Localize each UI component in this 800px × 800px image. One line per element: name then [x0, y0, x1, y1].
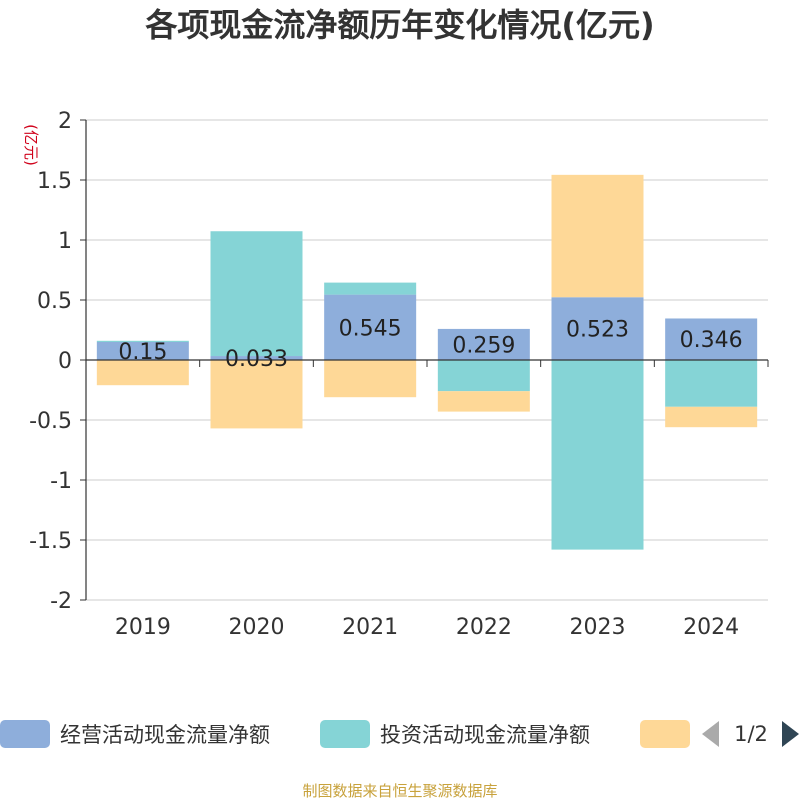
bar-series-2-2023[interactable]: [551, 360, 644, 550]
data-label: 0.523: [566, 318, 629, 343]
bar-series-3-2024[interactable]: [665, 406, 758, 428]
bar-series-2-2021[interactable]: [324, 282, 417, 295]
legend-swatch-1[interactable]: [0, 720, 50, 748]
bar-series-2-2019[interactable]: [96, 340, 189, 342]
y-axis-unit: (亿元): [22, 124, 40, 166]
y-tick-label: 0: [58, 349, 72, 374]
bar-series-3-2023[interactable]: [551, 174, 644, 298]
source-footer: 制图数据来自恒生聚源数据库: [302, 782, 497, 800]
chart-title: 各项现金流净额历年变化情况(亿元): [145, 6, 654, 44]
data-label: 0.15: [118, 340, 167, 365]
x-tick-label: 2023: [570, 615, 626, 640]
bar-series-2-2022[interactable]: [437, 360, 530, 392]
bar-series-3-2022[interactable]: [437, 391, 530, 412]
x-tick-label: 2021: [342, 615, 398, 640]
legend-label-2[interactable]: 投资活动现金流量净额: [380, 723, 590, 747]
legend-prev-page-icon[interactable]: [702, 721, 719, 747]
data-label: 0.346: [680, 328, 743, 353]
y-tick-label: 2: [58, 109, 72, 134]
x-tick-label: 2019: [115, 615, 171, 640]
y-tick-label: 1.5: [37, 169, 72, 194]
legend: 经营活动现金流量净额 投资活动现金流量净额 1/2: [0, 720, 799, 748]
data-label: 0.545: [339, 316, 402, 341]
y-tick-label: -1: [50, 469, 72, 494]
legend-page-indicator: 1/2: [734, 722, 768, 746]
bar-series-1-2023[interactable]: [551, 297, 644, 360]
legend-label-1[interactable]: 经营活动现金流量净额: [60, 723, 270, 747]
y-tick-label: 0.5: [37, 289, 72, 314]
bar-series-1-2024[interactable]: [665, 318, 758, 360]
bar-series-1-2019[interactable]: [96, 342, 189, 360]
x-tick-label: 2020: [229, 615, 285, 640]
bar-series-2-2020[interactable]: [210, 231, 303, 357]
bars: [96, 174, 758, 550]
bar-series-3-2021[interactable]: [324, 360, 417, 398]
legend-swatch-2[interactable]: [320, 720, 370, 748]
bar-series-3-2020[interactable]: [210, 360, 303, 429]
legend-next-page-icon[interactable]: [782, 721, 799, 747]
data-label: 0.033: [225, 347, 288, 372]
bar-series-1-2022[interactable]: [437, 328, 530, 360]
y-tick-label: -1.5: [29, 529, 72, 554]
bar-series-3-2019[interactable]: [96, 360, 189, 386]
y-tick-label: -0.5: [29, 409, 72, 434]
data-labels: 0.15 0.033 0.545 0.259 0.523 0.346: [118, 316, 742, 372]
axes: 2 1.5 1 0.5 0 -0.5 -1 -1.5 -2 2019 2020 2021 2022 202…: [29, 109, 769, 640]
bar-series-1-2020[interactable]: [210, 356, 303, 360]
bar-series-1-2021[interactable]: [324, 294, 417, 360]
x-tick-label: 2022: [456, 615, 512, 640]
y-tick-label: 1: [58, 229, 72, 254]
bar-series-2-2024[interactable]: [665, 360, 758, 407]
legend-swatch-3[interactable]: [640, 720, 690, 748]
data-label: 0.259: [452, 333, 515, 358]
y-tick-label: -2: [50, 589, 72, 614]
x-tick-label: 2024: [683, 615, 739, 640]
